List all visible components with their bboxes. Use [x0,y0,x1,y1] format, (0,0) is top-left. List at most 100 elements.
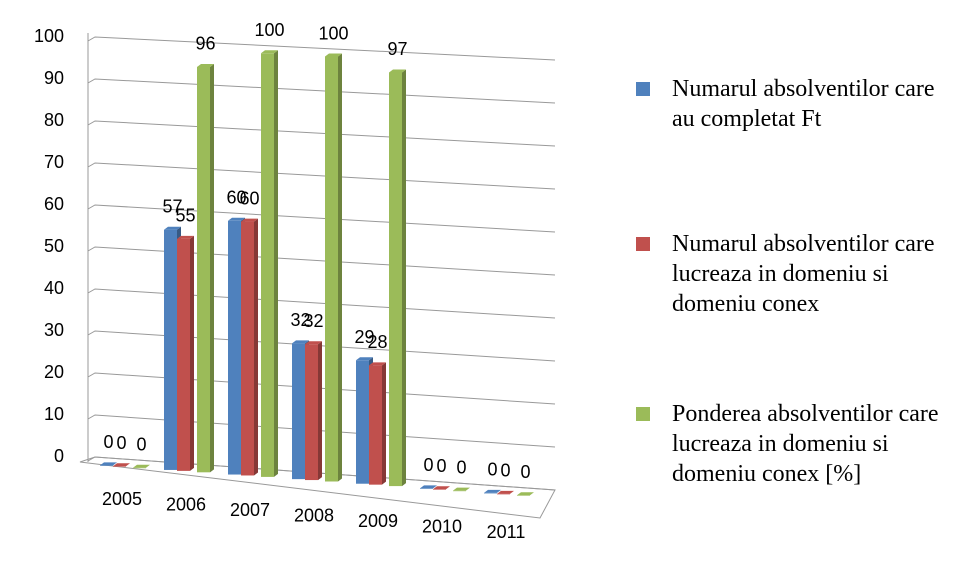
bar-top [197,63,214,67]
bar [389,72,402,487]
value-label: 0 [456,457,466,477]
grid-line [87,246,556,276]
y-tick-label: 40 [44,278,64,298]
bar-top [497,490,514,494]
x-tick-label: 2009 [358,511,398,531]
bar-top [113,463,130,467]
bar [484,492,497,494]
bar-top [100,462,117,466]
value-label: 0 [423,455,433,475]
x-tick-label: 2007 [230,500,270,520]
bar-side [382,362,386,485]
bar-side [274,50,278,477]
bar-top [453,487,470,491]
bar [420,488,433,489]
y-tick-label: 0 [54,446,64,466]
bar-side [254,218,258,476]
value-label: 32 [303,311,323,331]
y-tick-label: 50 [44,236,64,256]
value-label: 32 [290,310,310,330]
bar [325,56,338,482]
value-label: 0 [500,461,510,481]
grid-line [87,120,556,147]
bar [113,466,126,467]
y-tick-label: 100 [34,26,64,46]
bar-top [305,341,322,345]
bar [369,365,382,485]
bar-top [389,69,406,73]
bar [497,493,510,495]
bar [261,53,274,477]
y-tick-label: 80 [44,110,64,130]
y-tick-label: 90 [44,68,64,88]
bar [164,229,177,470]
bar [241,221,254,476]
value-label: 96 [195,34,215,54]
value-label: 28 [367,332,387,352]
bar [292,343,305,480]
value-label: 97 [387,39,407,59]
x-tick-label: 2005 [102,489,142,509]
bar [100,465,113,466]
legend-item: Numarul absolventilor care au completat … [636,74,962,134]
x-tick-label: 2010 [422,516,462,536]
legend-item: Numarul absolventilor care lucreaza in d… [636,229,962,319]
bar-top [133,464,150,468]
value-label: 55 [175,206,195,226]
y-tick-label: 70 [44,152,64,172]
legend-label: Numarul absolventilor care lucreaza in d… [672,231,935,317]
bar-top [261,50,278,54]
bar [228,220,241,475]
bar-side [210,63,214,473]
bar-top [292,340,309,344]
bar [197,66,210,473]
value-label: 0 [103,432,113,452]
bar-top [484,489,501,493]
value-label: 100 [254,20,284,40]
bar-side [318,341,322,481]
bar [433,489,446,490]
grid-line [87,36,556,61]
legend-label: Numarul absolventilor care au completat … [672,76,935,132]
value-label: 0 [520,462,530,482]
value-label: 0 [487,460,497,480]
bar [356,360,369,484]
value-label: 0 [436,456,446,476]
grid-line [87,204,556,233]
legend-swatch [636,237,650,251]
y-tick-label: 60 [44,194,64,214]
legend-swatch [636,407,650,421]
bar-top [164,226,181,230]
y-tick-label: 10 [44,404,64,424]
value-label: 29 [354,327,374,347]
value-label: 60 [239,188,259,208]
legend-item: Ponderea absolventilor care lucreaza in … [636,399,962,489]
value-label: 0 [136,434,146,454]
y-tick-label: 30 [44,320,64,340]
x-tick-label: 2006 [166,494,206,514]
legend-swatch [636,82,650,96]
bar-side [402,69,406,487]
bar-side [338,53,342,482]
legend-label: Ponderea absolventilor care lucreaza in … [672,401,939,487]
bar [453,490,466,492]
bar-side [190,235,194,471]
bar-top [517,492,534,496]
value-label: 100 [318,23,348,43]
value-label: 57 [162,196,182,216]
value-label: 60 [226,188,246,208]
bar [517,495,530,496]
bar-top [369,362,386,366]
bar-top [325,53,342,57]
bar [177,238,190,471]
value-label: 0 [116,433,126,453]
bar [305,344,318,481]
x-tick-label: 2011 [487,522,526,542]
grid-line [87,78,556,104]
bar-top [228,217,245,221]
bar [133,467,146,469]
y-tick-label: 20 [44,362,64,382]
bar-top [177,235,194,239]
